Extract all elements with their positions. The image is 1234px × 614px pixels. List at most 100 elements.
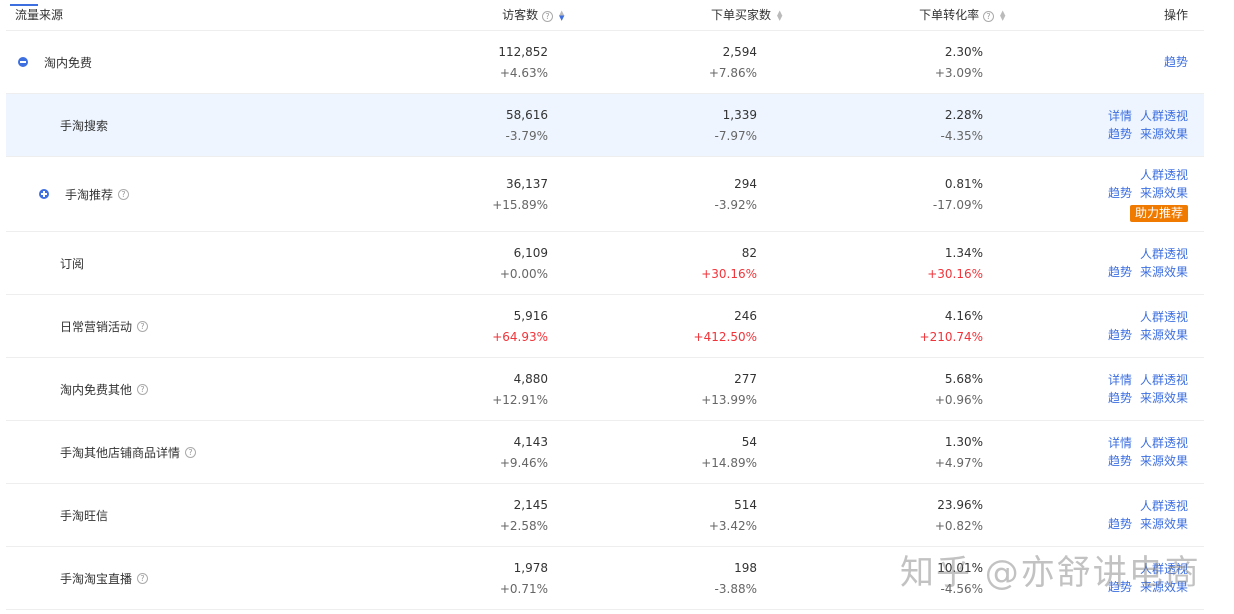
actions-cell: 趋势 bbox=[1156, 31, 1188, 93]
source-name-cell: 手淘搜索 bbox=[60, 94, 108, 156]
header-visitors[interactable]: 访客数 ? ▲ ▼ bbox=[502, 6, 565, 23]
source-name: 淘内免费其他 bbox=[60, 382, 133, 397]
rate-cell: 10.01% -4.56% bbox=[937, 558, 983, 600]
buyers-value: 82 bbox=[741, 245, 757, 260]
help-icon[interactable]: ? bbox=[137, 320, 149, 332]
help-icon[interactable]: ? bbox=[185, 446, 197, 458]
action-link[interactable]: 趋势 bbox=[1163, 55, 1188, 69]
buyers-value: 514 bbox=[734, 497, 757, 512]
table-row: 日常营销活动? 5,916 +64.93% 246 +412.50% 4.16% +210.… bbox=[6, 295, 1204, 358]
action-link[interactable]: 人群透视 bbox=[1139, 373, 1188, 387]
action-link[interactable]: 来源效果 bbox=[1139, 328, 1188, 342]
action-link[interactable]: 来源效果 bbox=[1139, 185, 1188, 200]
rate-change: +4.97% bbox=[934, 455, 983, 470]
source-name-cell: 淘内免费 bbox=[18, 31, 92, 93]
sort-icon[interactable]: ▲ ▼ bbox=[1000, 8, 1006, 22]
action-link[interactable]: 来源效果 bbox=[1139, 127, 1188, 141]
action-link[interactable]: 人群透视 bbox=[1139, 436, 1188, 450]
action-link[interactable]: 人群透视 bbox=[1139, 310, 1188, 324]
boost-recommend-badge[interactable]: 助力推荐 bbox=[1129, 204, 1188, 222]
action-link[interactable]: 趋势 bbox=[1107, 454, 1132, 468]
header-buyers[interactable]: 下单买家数 ▲ ▼ bbox=[711, 6, 783, 23]
buyers-value: 54 bbox=[741, 434, 757, 449]
header-rate-label: 下单转化率 bbox=[919, 8, 980, 22]
action-link[interactable]: 趋势 bbox=[1107, 517, 1132, 531]
action-link[interactable]: 人群透视 bbox=[1139, 562, 1188, 576]
help-icon[interactable]: ? bbox=[137, 572, 149, 584]
action-link[interactable]: 人群透视 bbox=[1139, 109, 1188, 123]
rate-cell: 0.81% -17.09% bbox=[933, 174, 983, 216]
buyers-cell: 294 -3.92% bbox=[715, 174, 757, 216]
rate-value: 2.30% bbox=[944, 44, 983, 59]
actions-cell: 详情 人群透视 趋势 来源效果 bbox=[1100, 358, 1188, 420]
source-name: 订阅 bbox=[60, 256, 85, 271]
visitors-change: -3.79% bbox=[505, 128, 548, 143]
table-row: 淘内免费 112,852 +4.63% 2,594 +7.86% 2.30% +3.09% 趋… bbox=[6, 31, 1204, 94]
help-icon[interactable]: ? bbox=[137, 383, 149, 395]
header-rate[interactable]: 下单转化率 ? ▲ ▼ bbox=[919, 6, 1006, 23]
rate-cell: 2.30% +3.09% bbox=[935, 42, 983, 84]
rate-change: +0.96% bbox=[934, 392, 983, 407]
action-link[interactable]: 趋势 bbox=[1107, 265, 1132, 279]
rate-cell: 4.16% +210.74% bbox=[920, 306, 983, 348]
help-icon[interactable]: ? bbox=[983, 11, 994, 22]
buyers-cell: 246 +412.50% bbox=[694, 306, 757, 348]
rate-cell: 1.34% +30.16% bbox=[927, 243, 983, 285]
source-name: 手淘淘宝直播 bbox=[60, 571, 133, 586]
action-link[interactable]: 人群透视 bbox=[1139, 247, 1188, 261]
visitors-value: 4,143 bbox=[513, 434, 548, 449]
buyers-change: +14.89% bbox=[701, 455, 757, 470]
buyers-change: +30.16% bbox=[701, 266, 757, 281]
action-link[interactable]: 人群透视 bbox=[1139, 499, 1188, 513]
actions-cell: 人群透视 趋势 来源效果 bbox=[1100, 295, 1188, 357]
visitors-cell: 36,137 +15.89% bbox=[492, 174, 548, 216]
table-row: 淘内免费其他? 4,880 +12.91% 277 +13.99% 5.68% +0.96%… bbox=[6, 358, 1204, 421]
source-name-cell: 手淘淘宝直播? bbox=[60, 547, 149, 609]
buyers-change: +13.99% bbox=[701, 392, 757, 407]
action-link[interactable]: 详情 bbox=[1107, 436, 1132, 450]
buyers-cell: 277 +13.99% bbox=[701, 369, 757, 411]
action-link[interactable]: 来源效果 bbox=[1139, 265, 1188, 279]
buyers-change: +3.42% bbox=[708, 518, 757, 533]
visitors-change: +15.89% bbox=[492, 197, 548, 212]
action-link[interactable]: 趋势 bbox=[1107, 185, 1132, 200]
action-link[interactable]: 来源效果 bbox=[1139, 580, 1188, 594]
action-link[interactable]: 详情 bbox=[1107, 373, 1132, 387]
source-name-cell: 订阅 bbox=[60, 232, 84, 294]
action-link[interactable]: 趋势 bbox=[1107, 580, 1132, 594]
expand-icon[interactable] bbox=[39, 189, 49, 199]
action-link[interactable]: 人群透视 bbox=[1139, 167, 1188, 182]
action-link[interactable]: 来源效果 bbox=[1139, 517, 1188, 531]
table-row: 手淘旺信 2,145 +2.58% 514 +3.42% 23.96% +0.82% 人群透视… bbox=[6, 484, 1204, 547]
rate-cell: 23.96% +0.82% bbox=[935, 495, 983, 537]
sort-icon[interactable]: ▲ ▼ bbox=[777, 8, 783, 22]
action-link[interactable]: 详情 bbox=[1107, 109, 1132, 123]
collapse-icon[interactable] bbox=[18, 57, 28, 67]
action-link[interactable]: 来源效果 bbox=[1139, 454, 1188, 468]
source-name: 手淘搜索 bbox=[60, 118, 109, 133]
visitors-cell: 6,109 +0.00% bbox=[500, 243, 548, 285]
action-link[interactable]: 趋势 bbox=[1107, 391, 1132, 405]
actions-cell: 人群透视 趋势 来源效果助力推荐 bbox=[1100, 157, 1188, 231]
action-link[interactable]: 来源效果 bbox=[1139, 391, 1188, 405]
action-link[interactable]: 趋势 bbox=[1107, 127, 1132, 141]
buyers-value: 294 bbox=[734, 176, 757, 191]
visitors-cell: 4,880 +12.91% bbox=[492, 369, 548, 411]
visitors-change: +9.46% bbox=[499, 455, 548, 470]
help-icon[interactable]: ? bbox=[118, 188, 130, 200]
source-name-cell: 手淘推荐? bbox=[39, 157, 130, 231]
visitors-value: 4,880 bbox=[513, 371, 548, 386]
visitors-value: 2,145 bbox=[513, 497, 548, 512]
visitors-change: +4.63% bbox=[499, 65, 548, 80]
buyers-value: 2,594 bbox=[722, 44, 757, 59]
rate-value: 1.30% bbox=[944, 434, 983, 449]
rate-value: 4.16% bbox=[944, 308, 983, 323]
table-header: 流量来源 访客数 ? ▲ ▼ 下单买家数 ▲ ▼ 下单转化率 ? ▲ ▼ 操作 bbox=[6, 0, 1204, 31]
sort-icon[interactable]: ▲ ▼ bbox=[559, 8, 565, 22]
rate-change: +3.09% bbox=[934, 65, 983, 80]
help-icon[interactable]: ? bbox=[542, 11, 553, 22]
action-link[interactable]: 趋势 bbox=[1107, 328, 1132, 342]
visitors-value: 36,137 bbox=[506, 176, 548, 191]
source-name-cell: 日常营销活动? bbox=[60, 295, 149, 357]
traffic-source-table: 流量来源 访客数 ? ▲ ▼ 下单买家数 ▲ ▼ 下单转化率 ? ▲ ▼ 操作 淘内免费 11… bbox=[6, 0, 1204, 610]
